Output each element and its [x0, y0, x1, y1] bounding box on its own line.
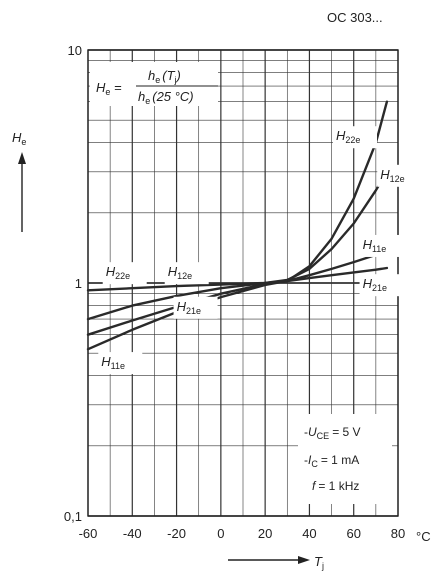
condition-ic: -IC = 1 mA	[304, 453, 359, 469]
curve-label-H21e: H21e	[363, 276, 387, 293]
curve-label-bg	[173, 296, 218, 319]
formula-box: He = he (Tj) he (25 °C)	[90, 62, 218, 106]
formula-num-main: h	[148, 68, 155, 83]
y-axis-label-main: H	[12, 130, 22, 145]
x-unit: °C	[416, 529, 431, 544]
curve-label-bg	[359, 274, 404, 297]
formula-num-sub: e	[155, 75, 160, 85]
curve-label-bg	[333, 126, 377, 149]
x-tick-label: 80	[391, 526, 405, 541]
axis-ticks: -60 -40 -20 0 20 40 60 80 0,1 1 10	[64, 43, 405, 541]
condition-f: f = 1 kHz	[312, 479, 359, 493]
formula-num-close: )	[175, 68, 181, 83]
x-tick-label: -20	[167, 526, 186, 541]
x-tick-label: -40	[123, 526, 142, 541]
x-tick-label: -60	[79, 526, 98, 541]
y-tick-label: 0,1	[64, 509, 82, 524]
y-tick-label: 10	[68, 43, 82, 58]
x-axis-label-sub: j	[321, 561, 324, 571]
curve-labels: H22e H12e H21e H11e H22e H12e H11e H21e	[98, 126, 422, 375]
x-tick-label: 20	[258, 526, 272, 541]
curve-label-H11e: H11e	[363, 237, 387, 254]
curve-label-bg	[102, 262, 147, 285]
series-line-H21e	[86, 266, 389, 336]
formula-den-main: h	[138, 89, 145, 104]
svg-text:he(25 °C): he (25 °C)	[138, 89, 194, 106]
curve-label-H21e: H21e	[177, 299, 201, 316]
x-tick-label: 40	[302, 526, 316, 541]
curve-label-H22e: H22e	[106, 264, 130, 281]
svg-text:he(Tj): he (Tj)	[148, 68, 181, 85]
condition-uce: -UCE = 5 V	[304, 425, 361, 441]
curve-label-H22e: H22e	[336, 128, 360, 145]
x-axis-arrow	[228, 556, 310, 564]
y-axis-arrow	[18, 152, 26, 232]
x-tick-label: 60	[346, 526, 360, 541]
formula-lhs-sub: e	[105, 87, 110, 97]
formula-den-sub: e	[145, 96, 150, 106]
y-axis-label-sub: e	[21, 137, 26, 147]
curve-label-bg	[359, 234, 404, 257]
curve-label-bg	[377, 164, 422, 187]
conditions-box: -UCE = 5 V -IC = 1 mA f = 1 kHz	[298, 414, 392, 504]
x-axis-label-main: T	[314, 554, 323, 569]
x-axis-label: Tj	[314, 554, 324, 571]
curve-label-H12e: H12e	[380, 167, 404, 184]
y-tick-label: 1	[75, 276, 82, 291]
y-axis-label: He	[12, 130, 26, 147]
chart-header: OC 303...	[327, 10, 383, 25]
svg-text:He =: He =	[96, 80, 122, 97]
formula-num-arg: (T	[162, 68, 175, 83]
x-tick-label: 0	[217, 526, 224, 541]
curve-label-bg	[98, 352, 143, 375]
curve-label-H11e: H11e	[101, 354, 125, 371]
curve-label-H12e: H12e	[168, 264, 192, 281]
formula-lhs-main: H	[96, 80, 106, 95]
formula-den-arg: (25 °C)	[152, 89, 193, 104]
series-layer	[86, 100, 389, 351]
formula-num-arg-sub: j	[174, 75, 177, 85]
curve-label-bg	[164, 262, 209, 285]
